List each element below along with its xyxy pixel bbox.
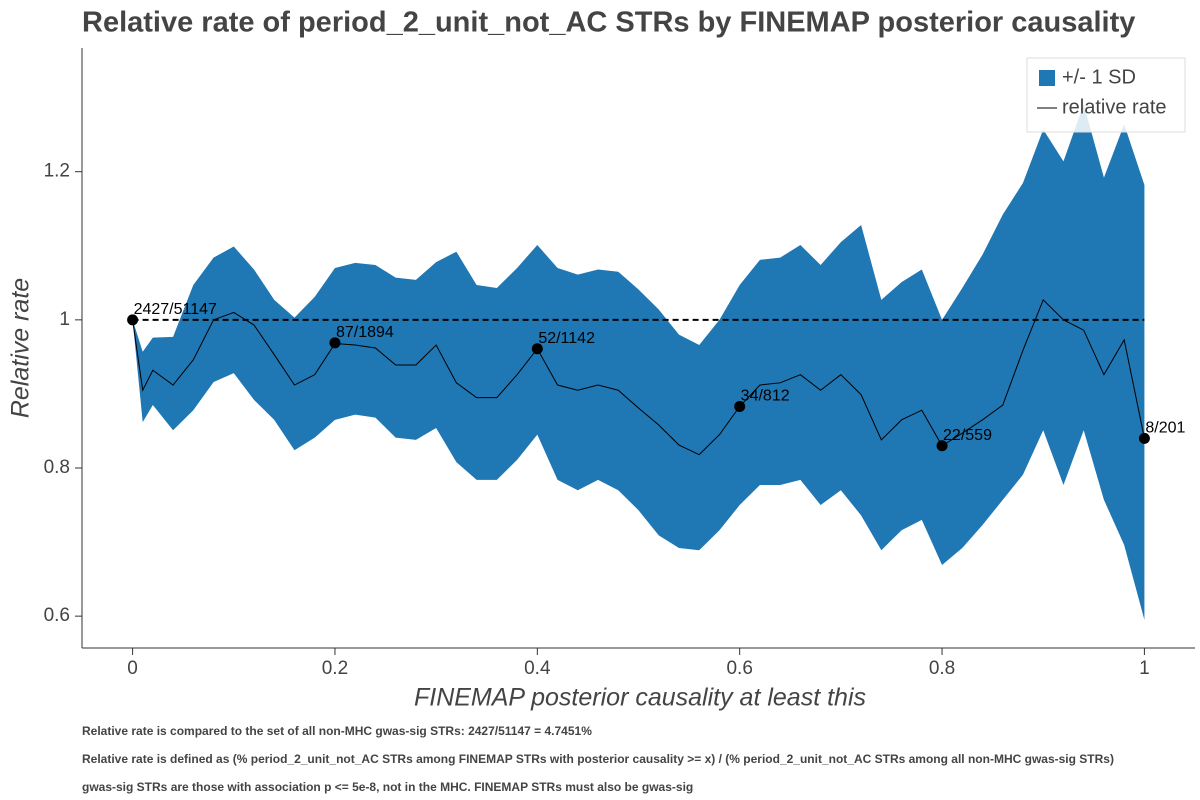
x-tick-label: 0 (127, 658, 138, 679)
y-tick-label: 0.6 (44, 605, 70, 626)
annotation-point (531, 343, 543, 355)
footnote: gwas-sig STRs are those with association… (82, 780, 693, 794)
y-axis-label: Relative rate (7, 278, 35, 418)
legend-swatch (1039, 70, 1055, 86)
annotation-point (734, 401, 746, 413)
x-tick-label: 1 (1139, 658, 1150, 679)
rate-line (132, 298, 1145, 456)
annotation-label: 52/1142 (538, 330, 595, 347)
annotation-label: 22/559 (943, 427, 992, 444)
y-tick-label: 0.8 (44, 457, 70, 478)
annotation-label: 8/201 (1145, 420, 1185, 437)
x-tick-label: 0.2 (322, 658, 348, 679)
footnote: Relative rate is defined as (% period_2_… (82, 752, 1114, 766)
annotation-label: 34/812 (741, 388, 790, 405)
annotation-point (329, 337, 341, 349)
sd-band (132, 104, 1145, 620)
y-tick-label: 1 (59, 309, 70, 330)
footnote: Relative rate is compared to the set of … (82, 724, 592, 738)
annotation-point (1138, 432, 1150, 444)
legend-label: +/- 1 SD (1062, 66, 1136, 88)
x-tick-label: 0.8 (929, 658, 955, 679)
annotation-label: 87/1894 (336, 324, 394, 341)
annotation-point (936, 440, 948, 452)
y-tick-label: 1.2 (44, 161, 70, 182)
annotation-label: 2427/51147 (134, 301, 217, 318)
legend-label: relative rate (1062, 96, 1167, 118)
chart-title: Relative rate of period_2_unit_not_AC ST… (82, 7, 1135, 39)
x-tick-label: 0.4 (524, 658, 551, 679)
x-axis-label: FINEMAP posterior causality at least thi… (414, 684, 866, 712)
x-tick-label: 0.6 (726, 658, 752, 679)
annotation-point (127, 314, 139, 326)
